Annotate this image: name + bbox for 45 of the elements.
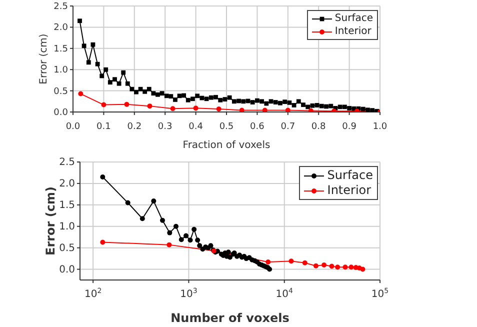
point [239, 108, 244, 112]
point [285, 108, 290, 112]
point [308, 108, 314, 112]
x-tick-label: 0.6 [250, 122, 265, 132]
x-tick-label: 0.1 [96, 122, 111, 132]
y-tick-label: 2.0 [59, 178, 75, 190]
x-tick-label: 10$^{4}$ [276, 287, 294, 300]
y-tick-label: 2.0 [54, 23, 68, 34]
legend-label: Surface [327, 168, 373, 183]
y-tick-label: 0.0 [54, 108, 68, 118]
legend-label: Interior [327, 183, 372, 198]
x-tick-label: 0.7 [280, 122, 296, 132]
y-tick-label: 0.5 [54, 86, 68, 97]
point [124, 102, 130, 107]
x-tick-label: 0.2 [127, 122, 142, 132]
y-tick-label: 1.5 [59, 200, 75, 211]
point [216, 106, 222, 112]
y-tick-label: 1.5 [54, 44, 68, 54]
y-tick-label: 2.5 [59, 157, 75, 168]
y-axis-title: Error (cm) [43, 186, 58, 256]
x-tick-label: 10$^{2}$ [84, 287, 102, 300]
x-tick-label: 0.5 [219, 122, 234, 132]
x-tick-label: 0.3 [158, 122, 172, 132]
x-axis-title: Number of voxels [170, 311, 290, 325]
point [147, 104, 152, 109]
y-tick-label: 2.5 [54, 2, 68, 12]
point [262, 108, 268, 112]
legend-label: Surface [334, 12, 373, 25]
legend-label: Interior [334, 25, 372, 38]
x-tick-label: 0.4 [188, 122, 204, 132]
point [101, 102, 106, 108]
x-tick-label: 0.8 [311, 122, 326, 132]
x-tick-label: 1.0 [372, 122, 388, 132]
point [170, 106, 176, 112]
y-tick-label: 1.0 [54, 66, 68, 76]
y-tick-label: 1.0 [59, 221, 75, 232]
point [193, 106, 198, 111]
x-axis-title: Fraction of voxels [182, 140, 270, 151]
x-tick-label: 10$^{3}$ [180, 287, 198, 300]
y-tick-label: 0.5 [59, 242, 75, 254]
y-tick-label: 0.0 [59, 264, 75, 276]
point [78, 91, 84, 96]
x-tick-label: 10$^{5}$ [371, 287, 389, 300]
x-tick-label: 0.9 [342, 122, 357, 132]
y-axis-title: Error (cm) [38, 34, 50, 84]
